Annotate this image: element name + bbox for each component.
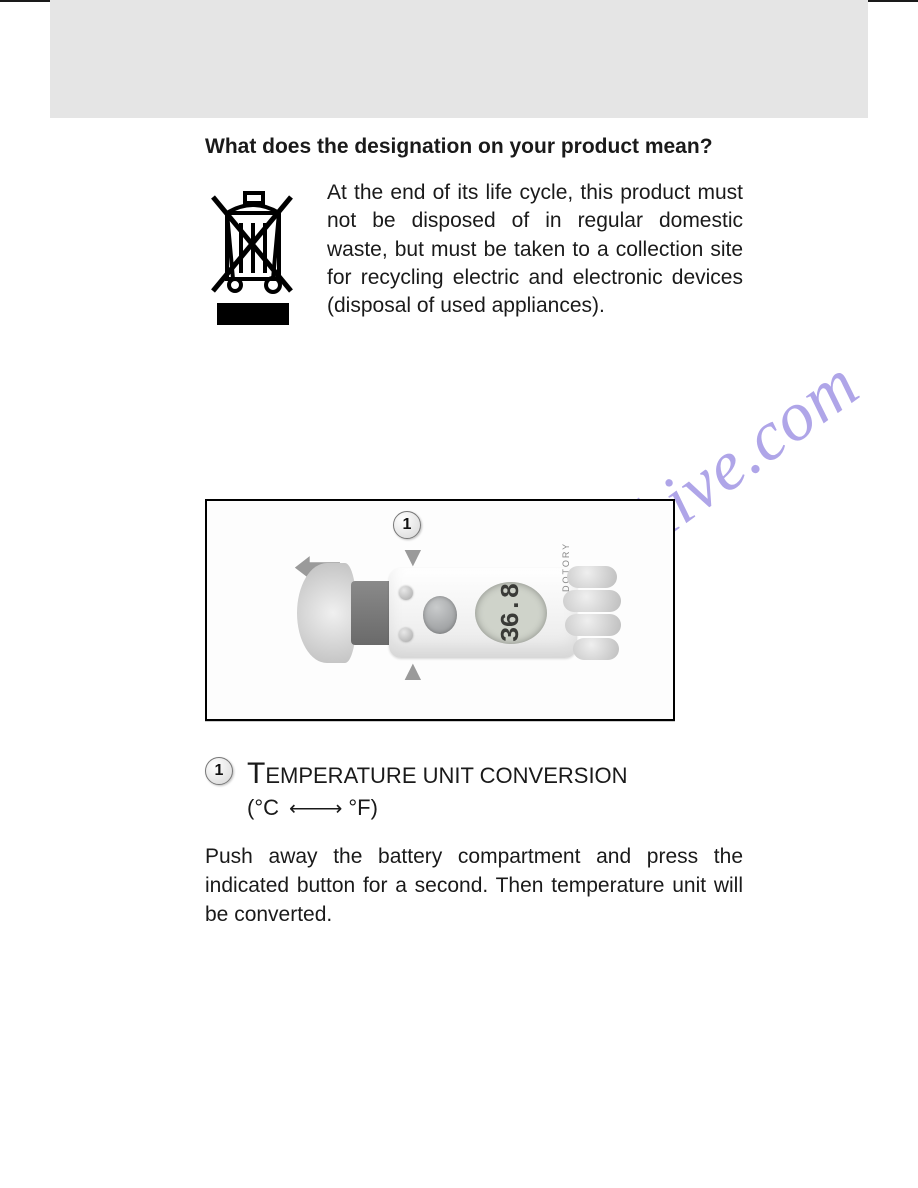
photo-callout-1: 1	[393, 511, 421, 539]
lcd-reading: 36.8	[496, 584, 526, 642]
section-title: TEMPERATURE UNIT CONVERSION	[247, 757, 628, 791]
section-title-text: EMPERATURE UNIT CONVERSION	[265, 763, 627, 788]
weee-icon	[205, 179, 303, 329]
unit-fahrenheit: °F)	[348, 795, 378, 821]
top-rule-left	[0, 0, 50, 2]
top-rule-right	[868, 0, 918, 2]
instruction-text: Push away the battery compartment and pr…	[205, 843, 743, 930]
device-illustration: 36.8 DOTORY	[297, 553, 637, 673]
product-photo-panel: ⬅ ▼ ▲ 1 36.8 DOTORY	[205, 499, 675, 721]
unit-conversion-line: (°C ⟵⟶ °F)	[247, 795, 628, 821]
unit-celsius: (°C	[247, 795, 279, 821]
double-arrow-icon: ⟵⟶	[289, 796, 338, 821]
section-number-badge: 1	[205, 757, 233, 785]
device-body: 36.8 DOTORY	[389, 568, 577, 658]
section-title-row: 1 TEMPERATURE UNIT CONVERSION (°C ⟵⟶ °F)	[205, 757, 743, 821]
section-title-block: TEMPERATURE UNIT CONVERSION (°C ⟵⟶ °F)	[247, 757, 628, 821]
page-content: What does the designation on your produc…	[205, 135, 743, 930]
disposal-text: At the end of its life cycle, this produ…	[327, 179, 743, 329]
section-title-initial: T	[247, 757, 265, 790]
hand-illustration	[567, 558, 637, 668]
disposal-row: At the end of its life cycle, this produ…	[205, 179, 743, 329]
header-band	[50, 0, 868, 118]
power-button	[423, 596, 457, 634]
unit-button-top	[399, 586, 413, 600]
unit-button-bottom	[399, 628, 413, 642]
lcd-display: 36.8	[475, 582, 547, 644]
device-tip	[297, 563, 357, 663]
section-heading: What does the designation on your produc…	[205, 135, 743, 159]
